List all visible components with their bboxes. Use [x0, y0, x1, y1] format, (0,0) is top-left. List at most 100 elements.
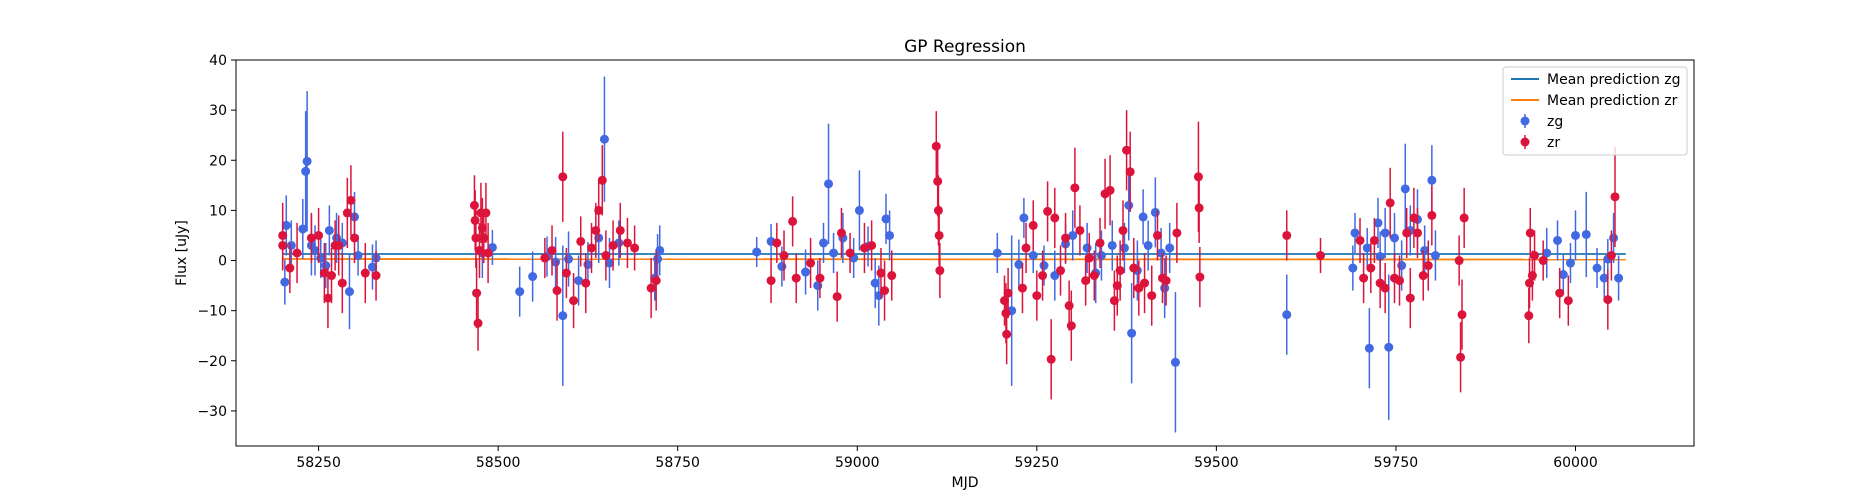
zg-point — [1138, 212, 1148, 222]
zr-point — [931, 141, 941, 151]
zg-point — [885, 230, 895, 240]
zr-point — [591, 225, 601, 235]
zr-point — [337, 278, 347, 288]
zr-point — [651, 276, 661, 286]
zg-point — [829, 248, 839, 258]
zr-point — [477, 223, 487, 233]
zr-point — [880, 286, 890, 296]
zg-point — [298, 224, 308, 234]
zr-point — [1061, 233, 1071, 243]
zr-point — [472, 288, 482, 298]
zr-point — [1028, 220, 1038, 230]
zr-point — [1385, 198, 1395, 208]
zg-point — [1565, 258, 1575, 268]
zr-point — [630, 243, 640, 253]
zr-point — [601, 251, 611, 261]
zr-point — [1070, 183, 1080, 193]
zr-point — [1129, 263, 1139, 273]
legend-marker-zr — [1520, 137, 1530, 147]
series-zr — [278, 110, 1620, 400]
zr-point — [867, 240, 877, 250]
zr-point — [1001, 308, 1011, 318]
y-tick-label: 40 — [209, 53, 227, 69]
zg-point — [1082, 243, 1092, 253]
zg-point — [653, 254, 663, 264]
x-tick-label: 58500 — [476, 455, 521, 471]
legend-label-zr: zr — [1547, 135, 1560, 151]
zg-point — [1282, 310, 1292, 320]
zg-point — [1362, 243, 1372, 253]
zr-point — [1456, 352, 1466, 362]
zr-point — [1003, 288, 1013, 298]
zr-point — [832, 292, 842, 302]
zg-point — [752, 247, 762, 257]
zr-point — [587, 243, 597, 253]
zr-point — [1459, 213, 1469, 223]
zg-point — [1068, 230, 1078, 240]
zr-point — [1418, 271, 1428, 281]
zg-point — [819, 238, 829, 248]
x-tick-label: 59750 — [1374, 455, 1419, 471]
zr-point — [1112, 281, 1122, 291]
zr-point — [1282, 230, 1292, 240]
zr-point — [1105, 185, 1115, 195]
zg-point — [280, 277, 290, 287]
zr-point — [934, 230, 944, 240]
zr-point — [346, 195, 356, 205]
zg-point — [1124, 200, 1134, 210]
zr-point — [788, 216, 798, 226]
zr-point — [581, 278, 591, 288]
zr-point — [474, 245, 484, 255]
y-axis: −30 −20 −10 0 10 20 30 40 — [197, 53, 236, 420]
legend-label-zg: zg — [1547, 114, 1563, 130]
zg-point — [574, 276, 584, 286]
zr-point — [342, 208, 352, 218]
zg-point — [1427, 175, 1437, 185]
x-tick-label: 58250 — [296, 455, 341, 471]
zr-point — [1412, 228, 1422, 238]
zg-point — [302, 156, 312, 166]
zg-point — [324, 225, 334, 235]
chart-title: GP Regression — [904, 37, 1026, 57]
zg-point — [1019, 213, 1029, 223]
zr-point — [859, 243, 869, 253]
zg-point — [604, 258, 614, 268]
legend: Mean prediction zg Mean prediction zr zg… — [1502, 66, 1688, 156]
zg-point — [1375, 252, 1385, 262]
zg-point — [1380, 228, 1390, 238]
zg-point — [515, 287, 525, 297]
zr-point — [1369, 235, 1379, 245]
zr-point — [608, 240, 618, 250]
zg-point — [777, 262, 787, 272]
zr-point — [1032, 291, 1042, 301]
y-tick-label: 0 — [218, 254, 227, 270]
y-axis-label: Flux [uJy] — [174, 220, 190, 286]
zr-point — [471, 233, 481, 243]
y-tick-label: 10 — [209, 203, 227, 219]
zr-point — [1118, 225, 1128, 235]
zg-point — [1143, 240, 1153, 250]
zr-point — [772, 238, 782, 248]
zg-point — [1039, 261, 1049, 271]
legend-box — [1502, 66, 1688, 156]
x-axis: 58250 58500 58750 59000 59250 59500 59750 60000 — [296, 446, 1598, 471]
zg-point — [1170, 357, 1180, 367]
zg-point — [1364, 343, 1374, 353]
zr-point — [1050, 213, 1060, 223]
zr-point — [1380, 283, 1390, 293]
zr-point — [933, 205, 943, 215]
zr-point — [836, 228, 846, 238]
zr-point — [278, 230, 288, 240]
zr-point — [766, 276, 776, 286]
zg-point — [1156, 248, 1166, 258]
zr-point — [561, 268, 571, 278]
zg-point — [281, 220, 291, 230]
zg-point — [551, 257, 561, 267]
zr-point — [1538, 256, 1548, 266]
zr-point — [1002, 329, 1012, 339]
zr-point — [1409, 213, 1419, 223]
x-axis-label: MJD — [952, 475, 979, 491]
zg-point — [881, 214, 891, 224]
zr-point — [1530, 251, 1540, 261]
zg-point — [1592, 263, 1602, 273]
